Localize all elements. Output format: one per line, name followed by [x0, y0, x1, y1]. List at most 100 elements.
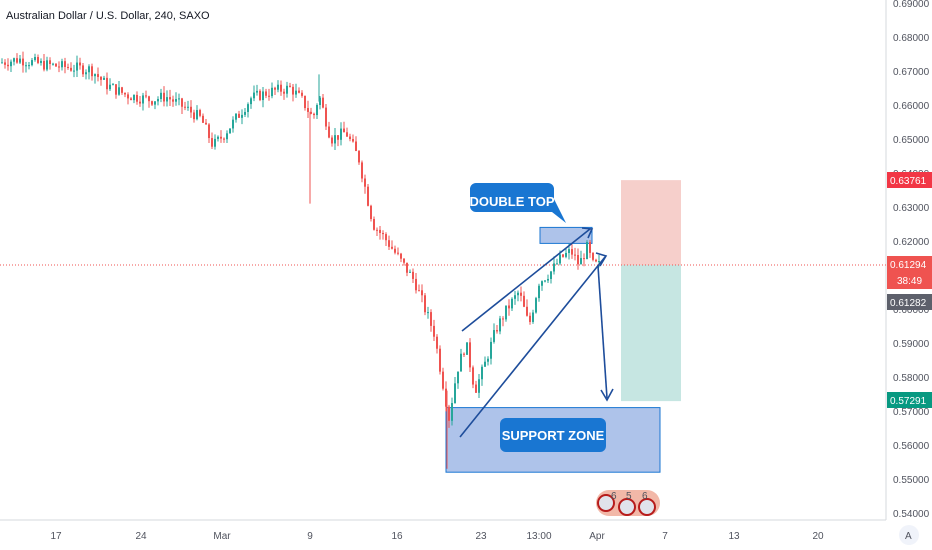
candle-body — [37, 57, 39, 63]
candle-body — [514, 295, 516, 299]
candle-body — [571, 249, 573, 255]
candle-body — [148, 96, 150, 102]
svg-text:A: A — [905, 531, 912, 542]
time-axis[interactable]: 17 24 Mar 9 16 23 13:00 Apr 7 13 20 — [50, 531, 824, 542]
candle-body — [181, 98, 183, 107]
candle-body — [319, 97, 321, 106]
candle-body — [163, 92, 165, 102]
candle-body — [115, 84, 117, 95]
candle-body — [580, 258, 582, 265]
economic-events-marker[interactable]: 6 5 6 — [596, 490, 660, 516]
candle-body — [502, 318, 504, 320]
candle-body — [193, 112, 195, 120]
candle-body — [64, 61, 66, 67]
candle-body — [277, 84, 279, 90]
candle-body — [238, 113, 240, 118]
candle-body — [568, 249, 570, 253]
price-tick-label: 0.65000 — [893, 135, 930, 146]
candle-body — [253, 92, 255, 99]
price-tick-label: 0.60000 — [893, 305, 930, 316]
candle-body — [289, 85, 291, 87]
candle-body — [79, 62, 81, 66]
candle-body — [583, 258, 585, 260]
candle-body — [574, 254, 576, 256]
candle-body — [412, 271, 414, 279]
candle-body — [355, 141, 357, 151]
price-tick-label: 0.54000 — [893, 509, 930, 520]
candle-body — [259, 90, 261, 101]
price-tick-label: 0.58000 — [893, 373, 930, 384]
time-tick-label: Mar — [213, 531, 231, 542]
arrowhead-icon — [595, 252, 608, 267]
candle-body — [445, 388, 447, 407]
candle-body — [67, 66, 69, 68]
candle-body — [538, 285, 540, 299]
time-tick-label: 24 — [135, 531, 147, 542]
time-tick-label: 9 — [307, 531, 313, 542]
candle-body — [106, 77, 108, 90]
candle-body — [421, 290, 423, 296]
candle-body — [268, 95, 270, 97]
svg-text:0.63761: 0.63761 — [890, 176, 927, 187]
candle-body — [316, 105, 318, 116]
candle-body — [388, 240, 390, 247]
candle-body — [442, 371, 444, 389]
candle-body — [211, 138, 213, 147]
candle-body — [175, 99, 177, 102]
candle-body — [283, 91, 285, 94]
candle-body — [400, 253, 402, 259]
candle-body — [85, 72, 87, 75]
candle-body — [439, 348, 441, 372]
target-arrow-line — [597, 265, 608, 399]
candle-body — [373, 219, 375, 230]
candle-body — [4, 62, 6, 65]
candle-body — [40, 60, 42, 63]
support-zone-callout[interactable]: SUPPORT ZONE — [500, 418, 606, 452]
drawing-tools[interactable] — [459, 227, 614, 438]
price-tick-label: 0.68000 — [893, 33, 930, 44]
candle-body — [154, 101, 156, 105]
price-tick-label: 0.67000 — [893, 67, 930, 78]
candle-body — [112, 84, 114, 86]
double-top-callout[interactable]: DOUBLE TOP — [470, 183, 567, 223]
candle-body — [472, 367, 474, 385]
candle-body — [157, 99, 159, 102]
candle-body — [457, 371, 459, 384]
candle-body — [325, 107, 327, 127]
candle-body — [265, 91, 267, 96]
candle-body — [589, 242, 591, 253]
candle-body — [82, 65, 84, 75]
candle-body — [145, 95, 147, 97]
last-price-tag: 0.61294 38:49 — [887, 256, 932, 289]
candle-body — [517, 292, 519, 296]
candle-body — [370, 205, 372, 220]
candle-body — [526, 306, 528, 316]
event-count: 5 — [626, 491, 632, 502]
candle-body — [94, 74, 96, 77]
candle-body — [541, 281, 543, 286]
candle-body — [361, 162, 363, 179]
candle-body — [43, 60, 45, 70]
candle-body — [409, 271, 411, 273]
candle-body — [256, 90, 258, 93]
target-price-tag: 0.57291 — [887, 392, 932, 408]
candle-body — [1, 62, 3, 64]
candle-body — [22, 58, 24, 66]
auto-scale-button[interactable]: A — [899, 525, 919, 545]
candle-body — [280, 84, 282, 92]
chart-legend-symbol[interactable]: Australian Dollar / U.S. Dollar, 240, SA… — [6, 10, 210, 22]
candle-body — [322, 97, 324, 108]
candle-body — [484, 361, 486, 367]
arrowhead-icon — [600, 388, 614, 402]
candle-body — [535, 298, 537, 313]
candle-body — [55, 63, 57, 67]
candle-body — [25, 65, 27, 67]
candle-body — [523, 295, 525, 307]
candle-body — [454, 383, 456, 404]
candle-body — [166, 97, 168, 102]
candle-body — [550, 271, 552, 279]
candle-body — [196, 110, 198, 120]
candle-body — [250, 98, 252, 105]
candle-body — [7, 64, 9, 67]
